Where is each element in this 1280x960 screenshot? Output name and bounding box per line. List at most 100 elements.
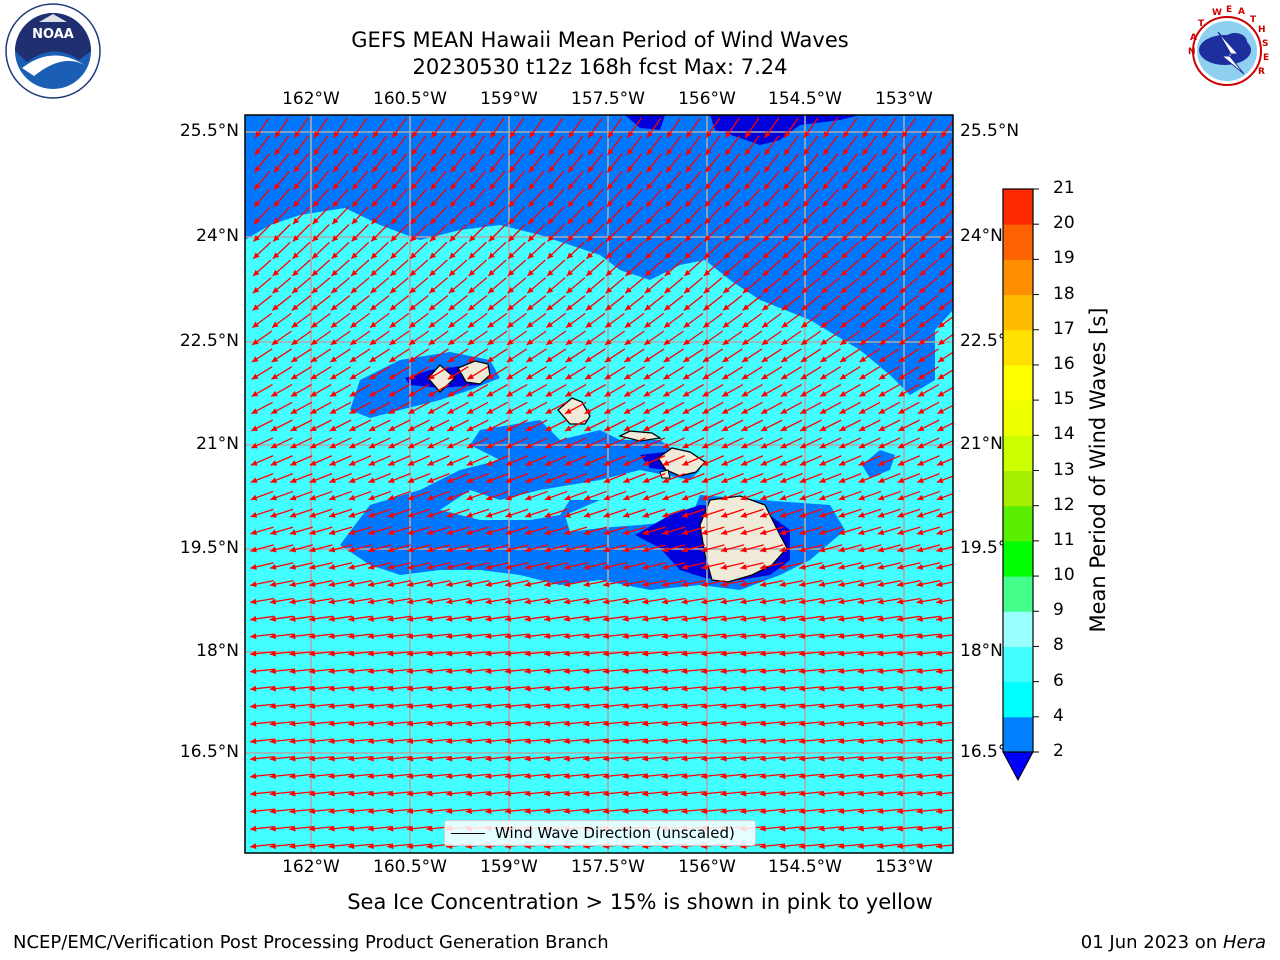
wave-arrow: [684, 170, 702, 191]
wave-arrow: [936, 422, 953, 432]
wave-arrow: [644, 277, 664, 294]
wave-arrow: [622, 633, 647, 640]
wave-arrow: [406, 738, 431, 745]
wave-arrow: [916, 843, 941, 850]
wave-arrow: [289, 544, 313, 553]
wave-arrow: [779, 579, 804, 588]
wave-arrow: [426, 508, 451, 518]
wave-arrow: [681, 579, 706, 588]
wave-arrow: [877, 720, 902, 727]
wave-arrow: [936, 615, 953, 622]
wave-arrow: [387, 455, 411, 466]
wave-arrow: [798, 597, 823, 605]
wave-arrow: [407, 490, 431, 501]
wave-arrow: [506, 366, 528, 380]
wave-arrow: [524, 544, 549, 553]
wave-arrow: [485, 508, 509, 518]
wave-arrow: [622, 472, 646, 484]
wave-arrow: [603, 544, 627, 553]
wave-arrow: [661, 720, 686, 727]
wave-arrow: [681, 790, 706, 797]
wave-arrow: [838, 490, 862, 501]
wave-arrow: [389, 312, 410, 329]
wave-arrow: [547, 188, 565, 208]
wave-arrow: [563, 685, 588, 692]
wave-arrow: [408, 312, 429, 329]
lon-label-bottom: 154.5°W: [768, 857, 842, 877]
wave-arrow: [369, 312, 390, 329]
wave-arrow: [308, 843, 333, 850]
wave-arrow: [720, 544, 745, 553]
wave-arrow: [761, 277, 782, 294]
wave-arrow: [584, 330, 606, 346]
wave-arrow: [368, 419, 391, 432]
wave-arrow: [546, 295, 566, 311]
wave-arrow: [328, 703, 353, 710]
wave-arrow: [485, 490, 509, 501]
wave-arrow: [269, 668, 294, 675]
wave-arrow: [840, 277, 860, 294]
wave-arrow: [720, 579, 745, 588]
wave-arrow: [661, 526, 686, 536]
wave-arrow: [308, 562, 333, 570]
wave-arrow: [878, 330, 900, 346]
wave-arrow: [308, 738, 333, 745]
wave-arrow: [465, 579, 490, 588]
wave-arrow: [269, 703, 294, 710]
wave-arrow: [760, 419, 783, 432]
wave-arrow: [310, 330, 332, 346]
wave-arrow: [328, 544, 353, 553]
wave-arrow: [740, 562, 764, 570]
wave-arrow: [779, 508, 803, 518]
wave-arrow: [250, 508, 274, 518]
wave-arrow: [308, 685, 333, 692]
wave-arrow: [645, 224, 663, 242]
wave-arrow: [665, 153, 682, 173]
wave-arrow: [563, 668, 588, 675]
wave-arrow: [720, 808, 745, 815]
wave-arrow: [426, 808, 451, 815]
wave-arrow: [370, 206, 389, 225]
wave-arrow: [367, 843, 392, 850]
wave-arrow: [645, 188, 663, 208]
wave-arrow: [289, 562, 314, 570]
wave-arrow: [681, 808, 706, 815]
wave-arrow: [857, 668, 882, 675]
wave-arrow: [662, 455, 685, 466]
wave-arrow: [681, 562, 706, 570]
wave-arrow: [700, 562, 725, 570]
wave-arrow: [720, 508, 745, 518]
wave-arrow: [705, 117, 721, 139]
wave-arrow: [936, 528, 953, 536]
wave-arrow: [664, 206, 683, 225]
wave-arrow: [897, 526, 921, 536]
wave-arrow: [605, 277, 625, 294]
wave-arrow: [564, 383, 587, 398]
wave-arrow: [900, 188, 918, 208]
wave-arrow: [526, 259, 546, 277]
wave-arrow: [721, 401, 744, 415]
wave-arrow: [587, 135, 603, 156]
wave-arrow: [701, 544, 725, 553]
wave-arrow: [644, 241, 664, 260]
wave-arrow: [426, 650, 451, 657]
wave-arrow: [681, 508, 705, 518]
wave-arrow: [700, 720, 725, 727]
wave-arrow: [485, 703, 510, 710]
wave-arrow: [330, 259, 350, 277]
wave-arrow: [878, 401, 901, 415]
wave-arrow: [818, 508, 843, 518]
wave-arrow: [743, 188, 761, 208]
wave-arrow: [822, 117, 838, 139]
wave-arrow: [271, 295, 292, 311]
wave-arrow: [387, 490, 411, 501]
wave-arrow: [311, 259, 331, 277]
wave-arrow: [935, 773, 953, 780]
wave-arrow: [781, 295, 802, 311]
wave-arrow: [427, 383, 450, 398]
wave-arrow: [644, 295, 664, 311]
svg-text:S: S: [1262, 39, 1268, 49]
wave-arrow: [406, 597, 431, 605]
wave-arrow: [724, 117, 740, 139]
